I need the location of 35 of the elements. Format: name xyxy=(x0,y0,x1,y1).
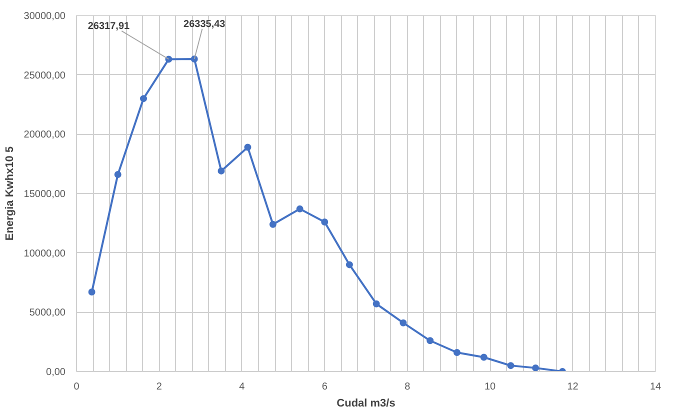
x-tick-label: 4 xyxy=(239,382,246,392)
y-tick-label: 5000,00 xyxy=(29,308,66,319)
x-tick-label: 10 xyxy=(484,382,496,392)
x-axis-title: Cudal m3/s xyxy=(336,398,396,410)
point xyxy=(114,171,122,178)
point xyxy=(296,205,304,212)
y-tick-label: 0,00 xyxy=(46,367,66,378)
x-tick-label: 12 xyxy=(567,382,579,392)
y-axis-title: Energia Kwhx10 5 xyxy=(4,146,16,241)
x-tick-label: 14 xyxy=(650,382,662,392)
point xyxy=(372,300,380,308)
point xyxy=(480,354,488,361)
x-tick-label: 2 xyxy=(156,382,162,392)
point xyxy=(321,218,328,226)
point xyxy=(346,261,353,268)
y-tick-label: 10000,00 xyxy=(24,248,66,260)
point xyxy=(507,362,514,370)
point xyxy=(140,95,147,102)
x-tick-label: 6 xyxy=(322,382,328,392)
y-tick-label: 25000,00 xyxy=(24,70,66,82)
point xyxy=(269,220,276,228)
point xyxy=(532,364,540,372)
y-tick-label: 15000,00 xyxy=(24,189,66,200)
point xyxy=(400,319,407,326)
point xyxy=(453,349,460,356)
x-tick-label: 8 xyxy=(404,382,411,392)
annotation: 26335,43 xyxy=(184,18,226,30)
x-tick-label: 0 xyxy=(74,382,80,392)
y-tick-label: 30000,00 xyxy=(24,11,66,22)
annotation: 26317,91 xyxy=(88,21,130,32)
point xyxy=(244,144,252,151)
point xyxy=(88,288,96,296)
y-tick-label: 20000,00 xyxy=(24,130,66,141)
point xyxy=(426,337,434,344)
point xyxy=(218,167,225,174)
